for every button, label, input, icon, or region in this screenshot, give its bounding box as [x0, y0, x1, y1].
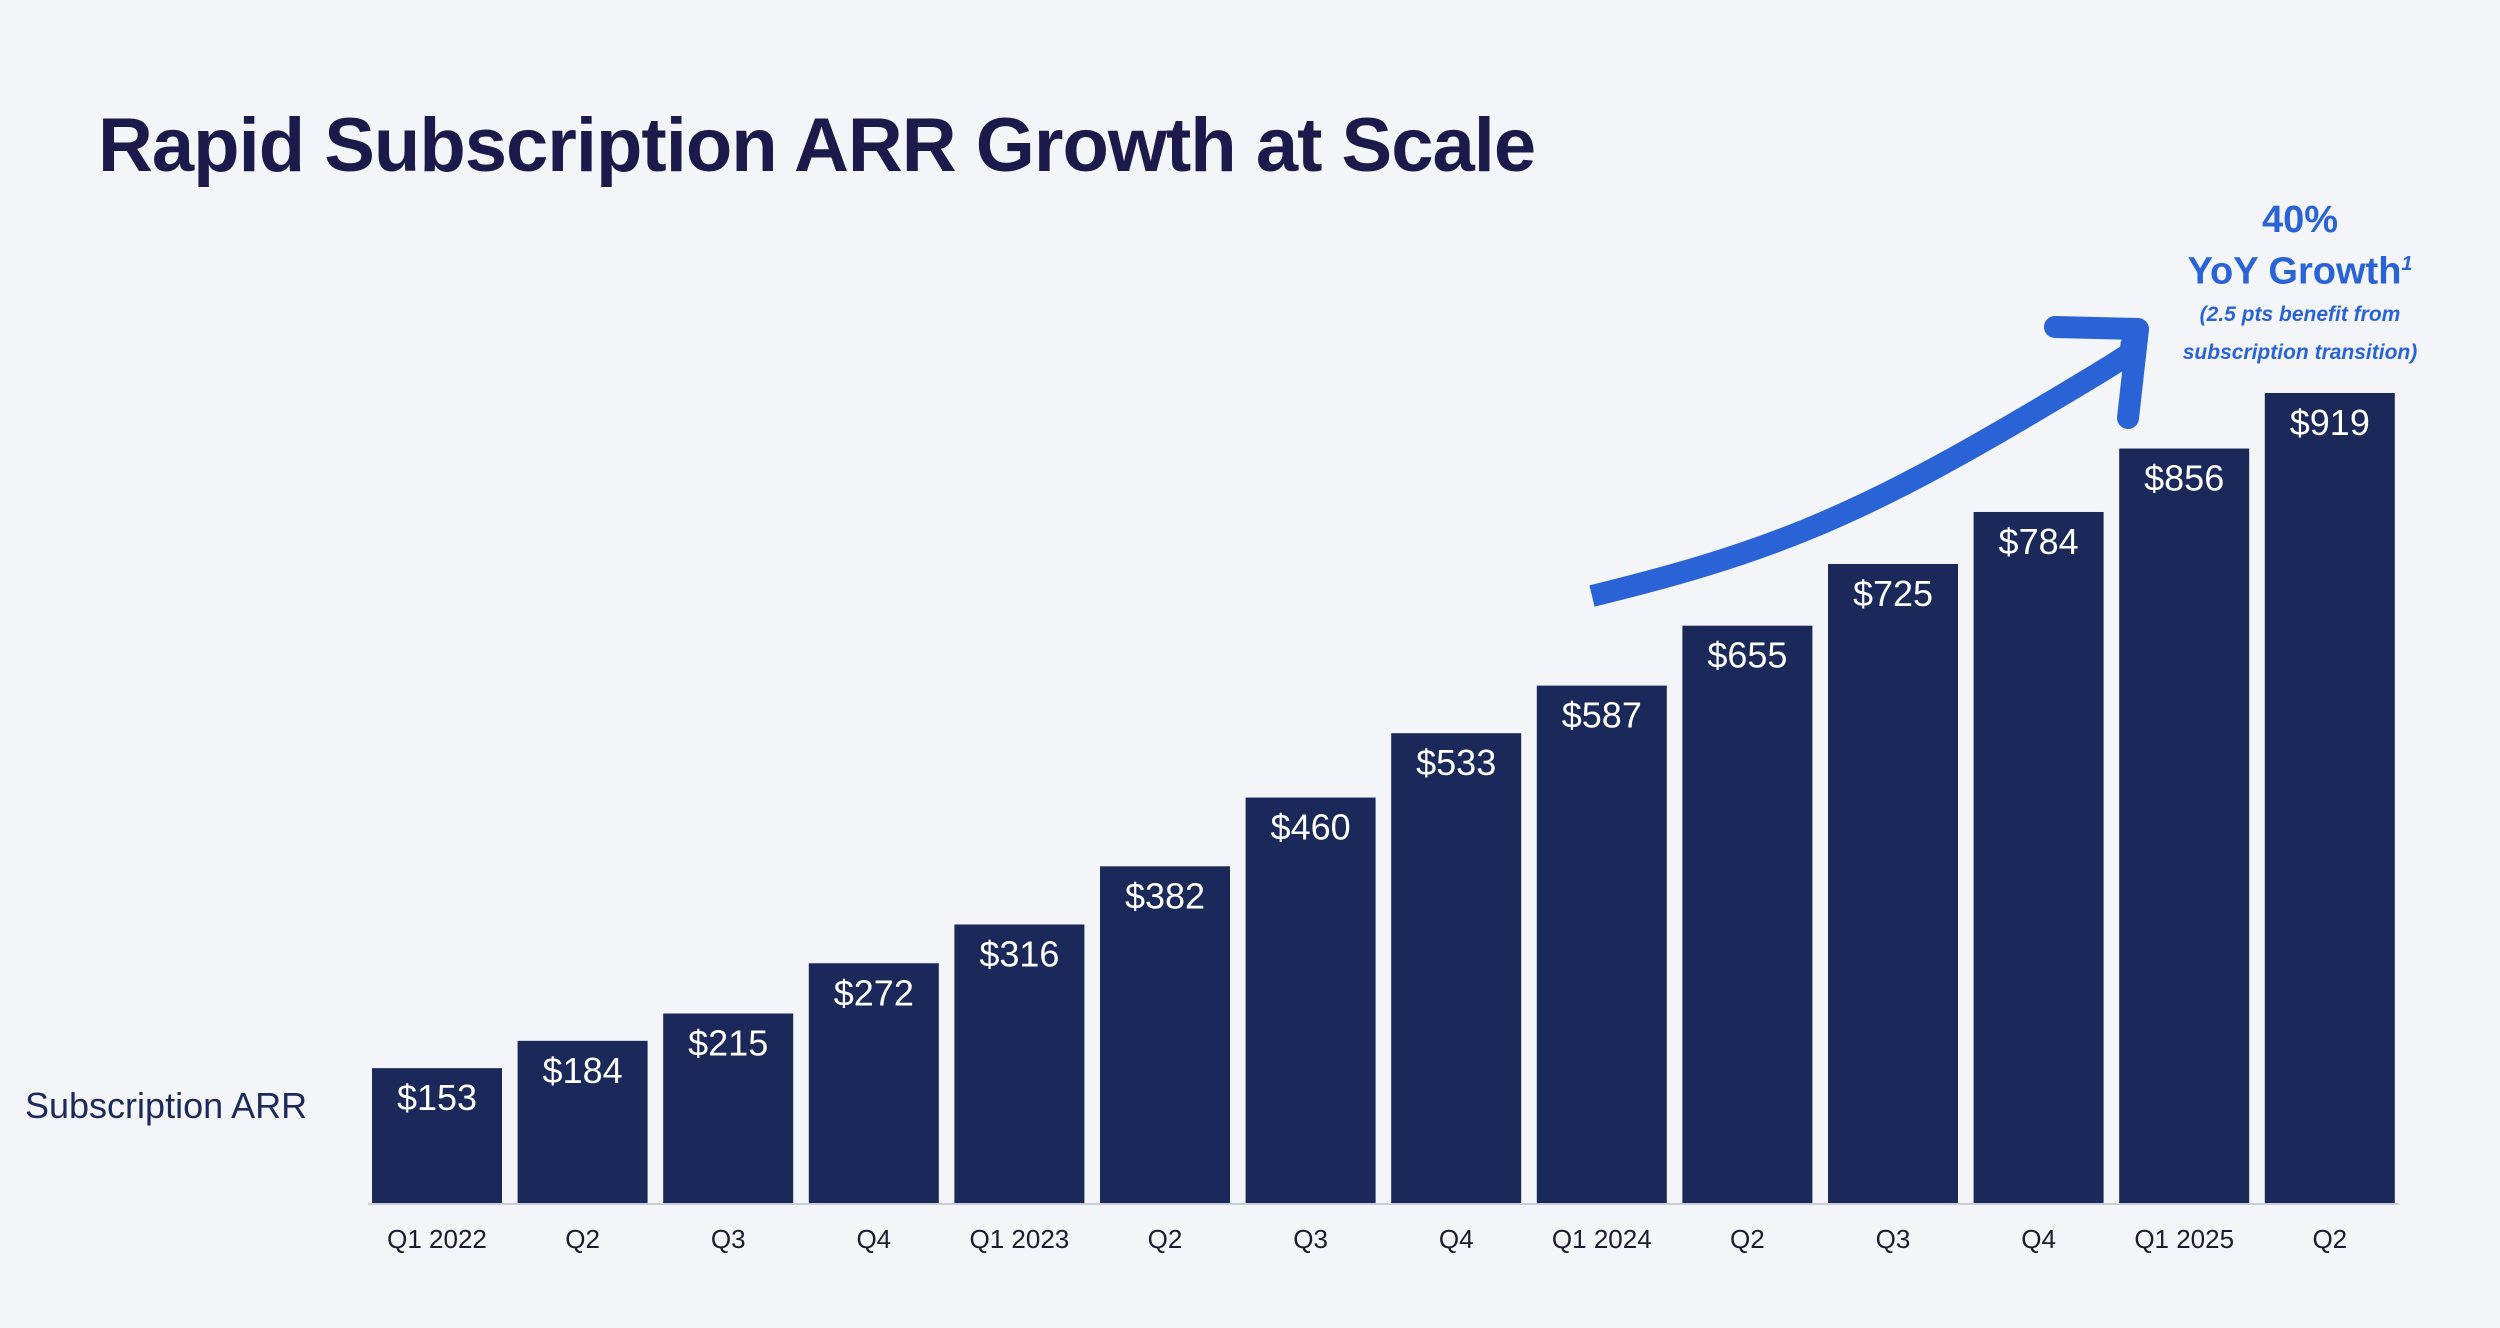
growth-label: YoY Growth1 [2150, 242, 2450, 294]
footnote-marker: 1 [2401, 253, 2413, 275]
x-tick-label: Q1 2022 [387, 1224, 487, 1254]
bar-6 [1100, 866, 1230, 1203]
bar-value-label: $460 [1271, 807, 1351, 848]
bar-9 [1536, 685, 1667, 1203]
bar-value-label: $316 [979, 933, 1059, 974]
x-tick-labels-group: Q1 2022 Q2 Q3 Q4 Q1 2023 Q2 Q3 Q4 Q1 2024 Q2 Q3 Q4 Q… [387, 1224, 2347, 1254]
bar-4 [808, 963, 939, 1203]
page-title: Rapid Subscription ARR Growth at Scale [98, 103, 1536, 188]
x-tick-label: Q3 [711, 1224, 746, 1254]
x-tick-label: Q4 [2021, 1224, 2056, 1254]
x-tick-label: Q2 [1148, 1224, 1183, 1254]
bar-5 [954, 924, 1085, 1203]
bar-value-label: $655 [1707, 635, 1787, 676]
bar-value-label: $382 [1125, 875, 1205, 916]
bar-13 [2119, 448, 2250, 1204]
growth-note-line1: (2.5 pts benefit from [2199, 302, 2401, 326]
bar-12 [1973, 511, 2104, 1203]
bar-value-label: $856 [2144, 458, 2224, 499]
x-tick-label: Q4 [856, 1224, 891, 1254]
bar-value-label: $533 [1416, 742, 1496, 783]
bar-1 [372, 1068, 502, 1203]
growth-callout: 40% YoY Growth1 (2.5 pts benefit from su… [2150, 198, 2450, 372]
x-tick-label: Q2 [2312, 1224, 2347, 1254]
x-tick-label: Q3 [1293, 1224, 1328, 1254]
bar-value-label: $153 [397, 1077, 477, 1118]
x-tick-label: Q3 [1876, 1224, 1911, 1254]
growth-label-text: YoY Growth [2187, 250, 2402, 293]
bar-value-label: $725 [1853, 573, 1933, 614]
growth-note: (2.5 pts benefit from subscription trans… [2150, 296, 2450, 372]
bar-7 [1245, 797, 1376, 1203]
bars-group [372, 393, 2395, 1204]
bar-value-label: $184 [543, 1050, 623, 1091]
bar-value-label: $215 [688, 1023, 768, 1064]
x-tick-label: Q1 2023 [970, 1224, 1070, 1254]
x-tick-label: Q1 2025 [2134, 1224, 2234, 1254]
growth-note-line2: subscription transition) [2182, 340, 2418, 364]
bar-14 [2264, 393, 2395, 1203]
growth-percentage: 40% [2261, 199, 2339, 241]
series-row-label: Subscription ARR [25, 1085, 308, 1126]
bar-3 [663, 1013, 794, 1203]
growth-arrow-head [2044, 316, 2149, 429]
bar-11 [1828, 563, 1958, 1203]
bar-value-label: $272 [834, 972, 914, 1013]
bar-10 [1682, 625, 1813, 1203]
x-tick-label: Q2 [565, 1224, 600, 1254]
bar-2 [517, 1040, 648, 1203]
x-tick-label: Q2 [1730, 1224, 1765, 1254]
x-tick-label: Q4 [1439, 1224, 1474, 1254]
bar-value-label: $784 [1999, 521, 2079, 562]
bar-labels-group: $153 $184 $215 $272 $316 $382 $460 $533 $587 $655… [397, 402, 2370, 1118]
x-tick-label: Q1 2024 [1552, 1224, 1652, 1254]
bar-value-label: $919 [2290, 402, 2370, 443]
growth-arrow [1589, 316, 2149, 607]
bar-8 [1391, 733, 1522, 1203]
bar-value-label: $587 [1562, 695, 1642, 736]
